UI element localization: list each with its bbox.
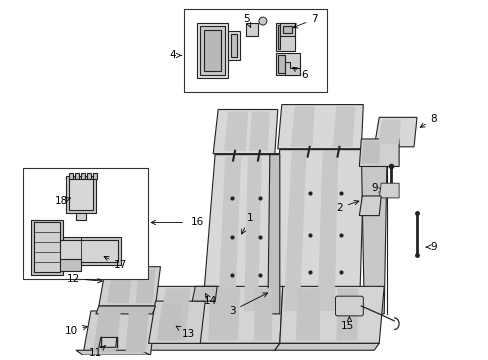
Text: 2: 2	[335, 201, 358, 213]
Polygon shape	[87, 174, 91, 179]
Polygon shape	[248, 112, 269, 151]
Polygon shape	[275, 54, 299, 75]
Polygon shape	[99, 337, 117, 347]
Polygon shape	[282, 26, 291, 33]
Polygon shape	[279, 23, 294, 36]
Polygon shape	[269, 149, 364, 314]
Polygon shape	[361, 149, 386, 314]
Polygon shape	[75, 174, 79, 179]
Polygon shape	[213, 109, 277, 154]
Polygon shape	[192, 286, 217, 301]
Polygon shape	[34, 222, 60, 272]
Polygon shape	[218, 157, 241, 311]
Polygon shape	[81, 174, 85, 179]
Polygon shape	[283, 151, 306, 311]
Polygon shape	[317, 151, 338, 311]
Polygon shape	[227, 31, 240, 60]
Polygon shape	[106, 269, 132, 303]
FancyBboxPatch shape	[335, 296, 363, 316]
Polygon shape	[277, 25, 279, 49]
Text: 6: 6	[292, 67, 307, 80]
Polygon shape	[275, 23, 294, 50]
Polygon shape	[202, 154, 277, 314]
Polygon shape	[279, 286, 384, 343]
Circle shape	[258, 17, 266, 25]
Polygon shape	[361, 141, 380, 163]
Polygon shape	[197, 23, 227, 78]
Polygon shape	[200, 26, 224, 75]
Text: 9: 9	[430, 242, 436, 252]
Text: 11: 11	[89, 346, 105, 358]
Polygon shape	[274, 343, 379, 350]
Bar	[184, 9, 326, 92]
Polygon shape	[336, 288, 358, 341]
Polygon shape	[76, 213, 86, 220]
Polygon shape	[156, 303, 182, 341]
Text: 8: 8	[419, 114, 436, 127]
Polygon shape	[295, 288, 320, 341]
Polygon shape	[208, 288, 240, 341]
Polygon shape	[76, 350, 150, 355]
Polygon shape	[359, 196, 381, 216]
Polygon shape	[224, 112, 247, 151]
Polygon shape	[125, 313, 148, 352]
Polygon shape	[31, 220, 63, 275]
Polygon shape	[59, 240, 118, 262]
Polygon shape	[145, 343, 279, 350]
Polygon shape	[93, 313, 121, 352]
Polygon shape	[277, 55, 284, 73]
Polygon shape	[56, 259, 81, 271]
Polygon shape	[204, 30, 221, 71]
Polygon shape	[99, 267, 160, 306]
Polygon shape	[359, 139, 398, 166]
Text: 17: 17	[104, 257, 127, 270]
Text: 16: 16	[190, 217, 203, 228]
Bar	[23, 168, 147, 279]
Polygon shape	[148, 301, 205, 343]
Polygon shape	[93, 174, 97, 179]
Text: 4: 4	[169, 50, 175, 60]
Text: 18: 18	[54, 196, 70, 206]
Polygon shape	[56, 237, 121, 265]
Polygon shape	[135, 269, 155, 303]
Polygon shape	[69, 179, 93, 210]
Text: 3: 3	[228, 293, 267, 316]
Polygon shape	[253, 288, 272, 341]
Text: 10: 10	[64, 325, 87, 336]
Polygon shape	[267, 154, 279, 314]
Text: 15: 15	[340, 321, 353, 331]
Text: 14: 14	[203, 293, 216, 306]
Text: 13: 13	[176, 326, 195, 338]
Polygon shape	[377, 119, 400, 144]
Polygon shape	[245, 23, 257, 36]
Polygon shape	[69, 174, 73, 179]
Polygon shape	[96, 306, 155, 314]
Polygon shape	[231, 34, 237, 57]
Polygon shape	[158, 288, 190, 341]
Text: 1: 1	[241, 212, 253, 234]
Text: 5: 5	[243, 14, 250, 27]
Polygon shape	[290, 107, 314, 147]
Polygon shape	[244, 157, 262, 311]
Polygon shape	[83, 311, 155, 355]
Polygon shape	[277, 104, 363, 149]
Polygon shape	[284, 62, 299, 75]
Polygon shape	[373, 117, 416, 147]
Text: 12: 12	[66, 274, 102, 284]
Polygon shape	[66, 176, 96, 213]
Polygon shape	[379, 183, 398, 198]
Polygon shape	[148, 286, 282, 343]
Text: 9: 9	[370, 183, 377, 193]
Polygon shape	[332, 107, 355, 147]
Text: 7: 7	[293, 14, 317, 28]
